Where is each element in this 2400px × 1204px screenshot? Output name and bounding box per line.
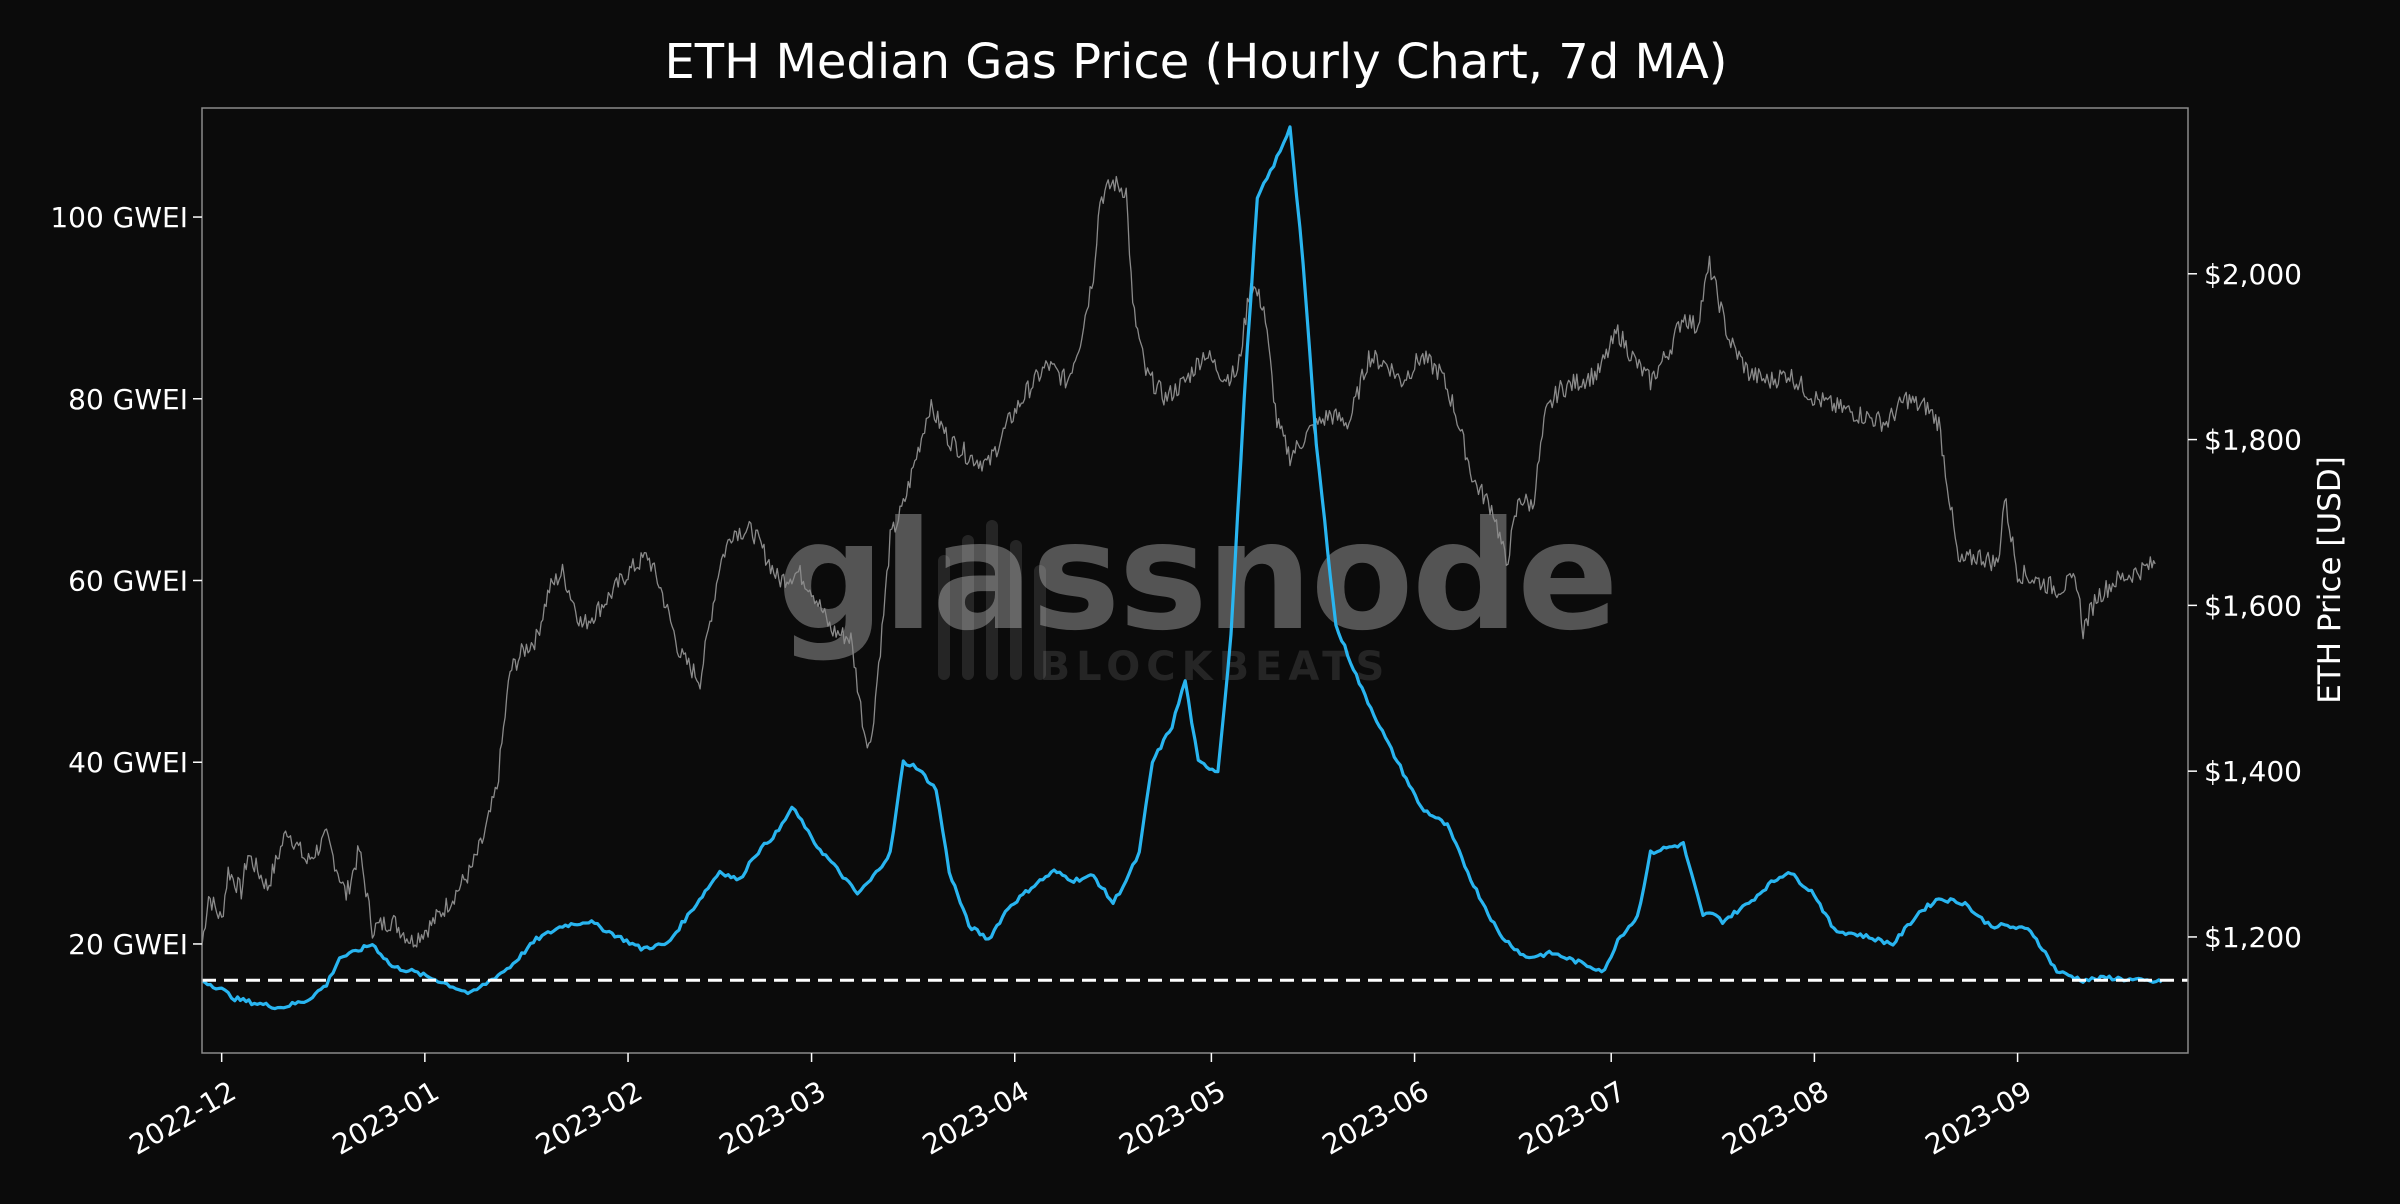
right-axis: $1,200 $1,400 $1,600 $1,800 $2,000: [2188, 258, 2302, 954]
right-tick-label: $2,000: [2204, 258, 2302, 291]
left-tick-label: 40 GWEI: [68, 746, 188, 779]
right-tick-label: $1,400: [2204, 755, 2302, 788]
left-tick-label: 60 GWEI: [68, 565, 188, 598]
right-tick-label: $1,200: [2204, 921, 2302, 954]
left-tick-label: 20 GWEI: [68, 928, 188, 961]
gas-price-series: [201, 125, 2163, 1011]
right-axis-label: ETH Price [USD]: [2312, 456, 2348, 704]
gas-price-line: [201, 125, 2163, 1011]
watermark: glassnode BLOCKBEATS: [777, 490, 1619, 690]
right-tick-label: $1,800: [2204, 424, 2302, 457]
chart-title: ETH Median Gas Price (Hourly Chart, 7d M…: [664, 34, 1727, 90]
eth-price-line: [201, 175, 2156, 948]
watermark-bars-icon: [938, 520, 1046, 680]
left-tick-label: 80 GWEI: [68, 383, 188, 416]
eth-price-series: [201, 175, 2156, 948]
watermark-main: glassnode: [777, 490, 1617, 664]
left-axis: 20 GWEI 40 GWEI 60 GWEI 80 GWEI 100 GWEI: [50, 201, 202, 961]
left-tick-label: 100 GWEI: [50, 201, 188, 234]
watermark-sub: BLOCKBEATS: [1040, 644, 1391, 690]
right-tick-label: $1,600: [2204, 589, 2302, 622]
